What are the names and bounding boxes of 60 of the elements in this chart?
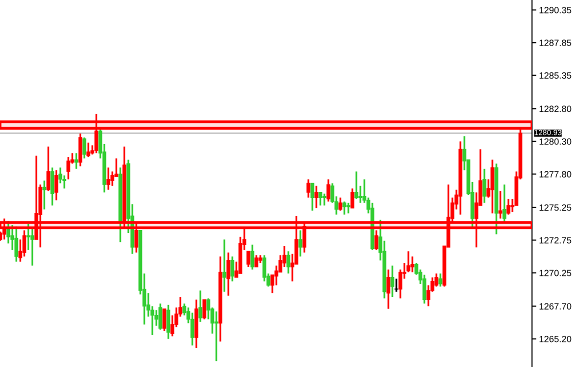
candlestick [298,229,302,258]
candlestick [502,184,506,224]
candlestick [66,156,70,180]
candlestick [422,274,426,304]
candlestick [490,158,494,214]
candlestick [246,250,250,268]
y-tick-label: 1282.80 [540,106,572,112]
y-tick-label: 1285.35 [540,72,572,79]
candlestick [386,268,390,310]
candlestick [390,264,394,298]
candlestick [230,256,234,282]
y-tick-label: 1265.20 [540,336,572,342]
candlestick [166,304,170,340]
candlestick [354,170,358,200]
candlestick [346,202,350,214]
candlestick [262,254,266,282]
candlestick [30,228,34,266]
y-tick-label: 1270.25 [540,270,572,276]
candlestick [254,254,258,268]
candlestick [82,136,86,160]
candlestick [54,169,58,202]
candlestick [318,192,322,206]
candlestick [106,166,110,191]
candlestick [110,170,114,187]
candlestick [226,252,230,297]
candlestick [190,312,194,346]
y-tick-label: 1287.85 [540,40,572,46]
y-tick-label: 1277.80 [540,171,572,178]
candlestick [322,192,326,206]
y-tick-label: 1272.75 [540,237,572,244]
candlestick [394,278,398,293]
candlestick [338,196,342,212]
y-tick-label: 1267.70 [540,303,572,310]
y-tick-label: 1275.25 [540,204,572,211]
y-tick-label: 1280.30 [540,138,572,145]
candlestick [46,146,50,192]
candlestick [86,142,90,158]
candlestick [358,185,362,204]
candlestick [222,238,226,293]
candlestick [198,290,202,323]
candlestick [214,310,218,362]
candlestick [438,272,442,288]
candlestick [158,302,162,331]
candlestick [306,178,310,198]
candlestick [50,166,54,206]
candlestick [26,222,30,251]
candlestick [310,182,314,212]
candlestick [342,200,346,216]
candlestick [314,185,318,209]
candlestick [350,188,354,209]
candlestick [250,244,254,270]
candlestick [162,308,166,332]
candlestick [286,250,290,274]
candlestick [202,298,206,320]
y-tick-label: 1290.35 [540,6,572,14]
candlestick [506,198,510,216]
candlestick [58,166,62,184]
candlestick [498,190,502,220]
candlestick [326,178,330,202]
candlestick [482,168,486,204]
